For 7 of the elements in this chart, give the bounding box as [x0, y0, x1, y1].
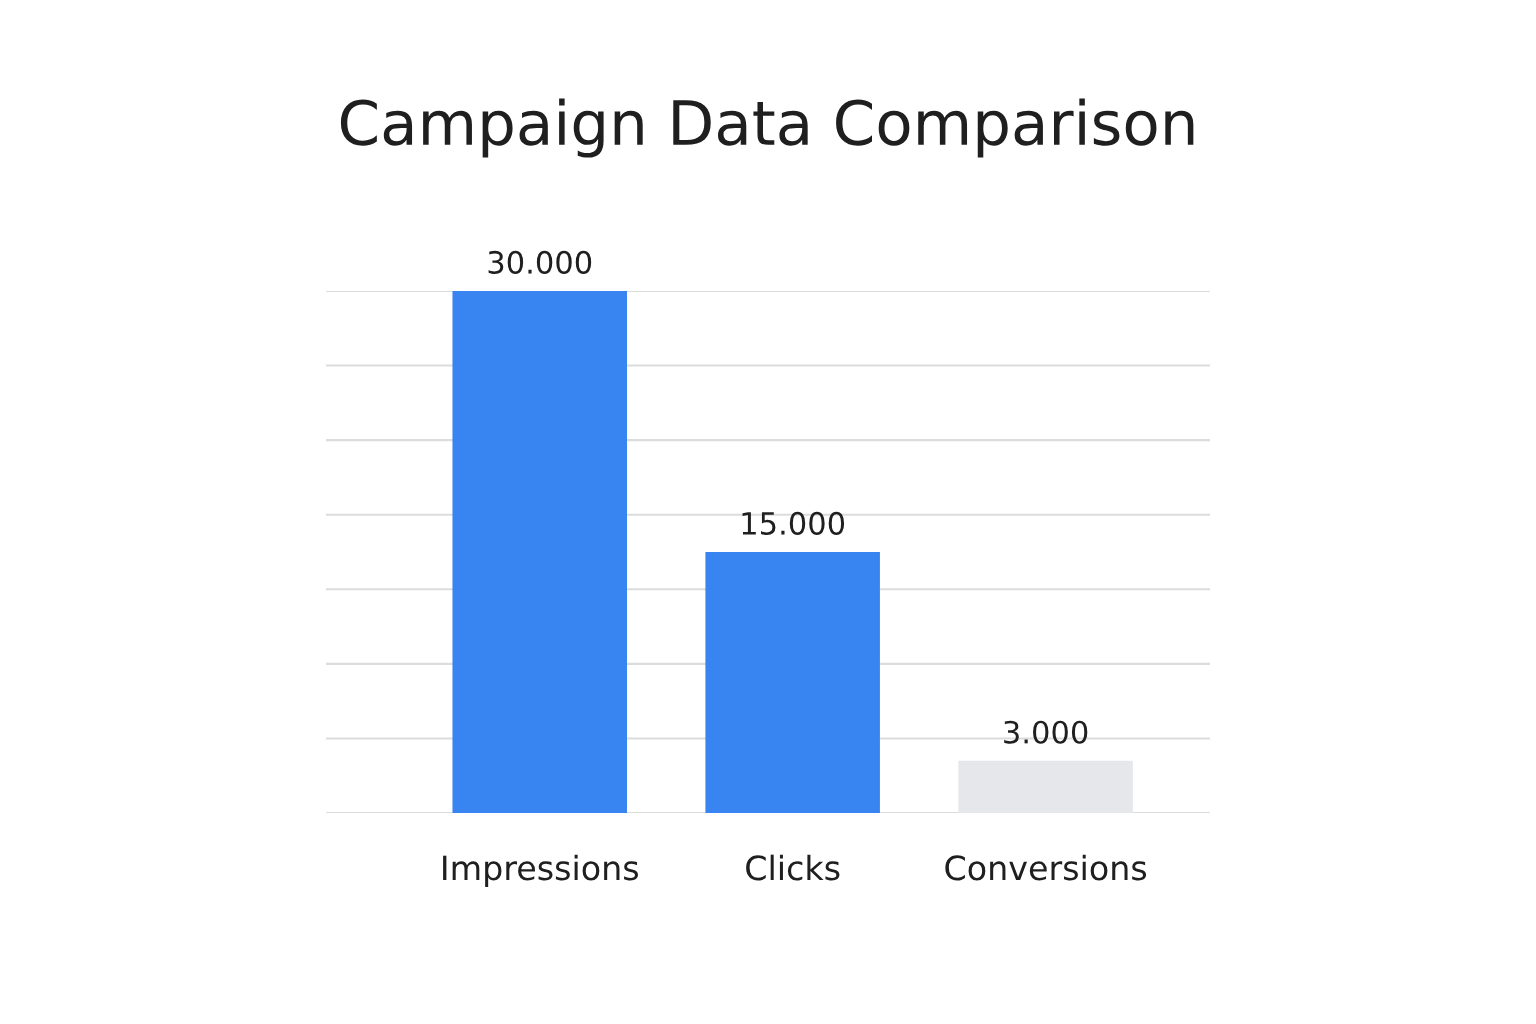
x-tick-label: Clicks: [746, 854, 840, 881]
x-tick-label: Impressions: [443, 854, 638, 887]
data-label: 3.000: [1004, 720, 1088, 744]
data-label: 15.000: [742, 511, 845, 535]
chart-title: Campaign Data Comparison: [340, 98, 1194, 158]
x-tick-label: Conversions: [945, 854, 1147, 881]
data-label: 30.000: [488, 250, 592, 274]
